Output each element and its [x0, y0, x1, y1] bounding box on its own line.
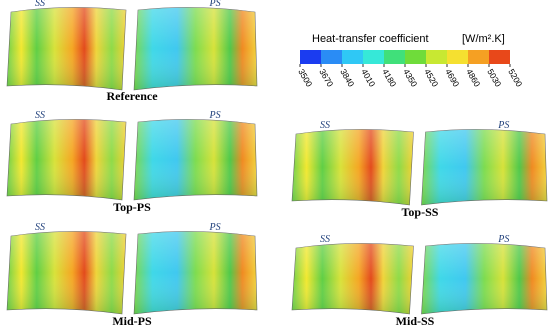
ss-shade — [7, 7, 126, 90]
ps-label: PS — [497, 120, 509, 131]
colorbar-tick-label: 3670 — [317, 67, 335, 89]
colorbar-unit: [W/m².K] — [462, 33, 505, 45]
ps-label: PS — [209, 222, 221, 233]
color-step — [405, 50, 426, 64]
colorbar-tick-label: 4350 — [401, 67, 419, 89]
ps-label: PS — [209, 0, 221, 9]
ss-shade — [7, 231, 126, 314]
ps-shade — [134, 231, 257, 314]
panel-label: Top-SS — [402, 205, 439, 219]
color-step — [300, 50, 321, 64]
colorbar-tick-label: 3840 — [338, 67, 356, 89]
colorbar-tick-label: 3500 — [296, 67, 314, 89]
color-step — [363, 50, 384, 64]
panel: SS PS Reference — [6, 0, 258, 103]
color-step — [468, 50, 489, 64]
panel: SS PS Top-SS — [291, 120, 548, 219]
ps-shade — [134, 119, 257, 200]
colorbar-tick-label: 5030 — [485, 67, 503, 89]
panel-label: Mid-PS — [112, 314, 152, 328]
colorbar-tick-label: 4180 — [380, 67, 398, 89]
ps-shade — [134, 7, 257, 90]
color-step — [426, 50, 447, 64]
colorbar: Heat-transfer coefficient [W/m².K] — [300, 33, 510, 64]
color-step — [447, 50, 468, 64]
panel-label: Top-PS — [113, 200, 151, 214]
ss-shade — [292, 129, 414, 205]
panel: SS PS Mid-PS — [6, 222, 258, 328]
panel: SS PS Mid-SS — [291, 234, 548, 328]
ps-shade — [421, 243, 547, 314]
ss-label: SS — [320, 120, 330, 131]
ss-label: SS — [35, 222, 45, 233]
colorbar-title: Heat-transfer coefficient — [312, 33, 429, 45]
color-step — [321, 50, 342, 64]
ss-label: SS — [35, 0, 45, 9]
colorbar-tick-label: 4690 — [443, 67, 461, 89]
colorbar-tick-label: 4010 — [359, 67, 377, 89]
colorbar-tick-label: 5200 — [506, 67, 524, 89]
panel-label: Reference — [106, 89, 158, 103]
panel: SS PS Top-PS — [6, 110, 258, 214]
colorbar-tick-label: 4520 — [422, 67, 440, 89]
color-step — [489, 50, 510, 64]
ps-label: PS — [497, 234, 509, 245]
color-step — [342, 50, 363, 64]
ss-shade — [7, 119, 126, 200]
panel-label: Mid-SS — [396, 314, 435, 328]
ss-shade — [292, 243, 414, 314]
ss-label: SS — [320, 234, 330, 245]
color-step — [384, 50, 405, 64]
colorbar-tick-label: 4860 — [464, 67, 482, 89]
ss-label: SS — [35, 110, 45, 121]
ps-shade — [421, 129, 547, 205]
ps-label: PS — [209, 110, 221, 121]
